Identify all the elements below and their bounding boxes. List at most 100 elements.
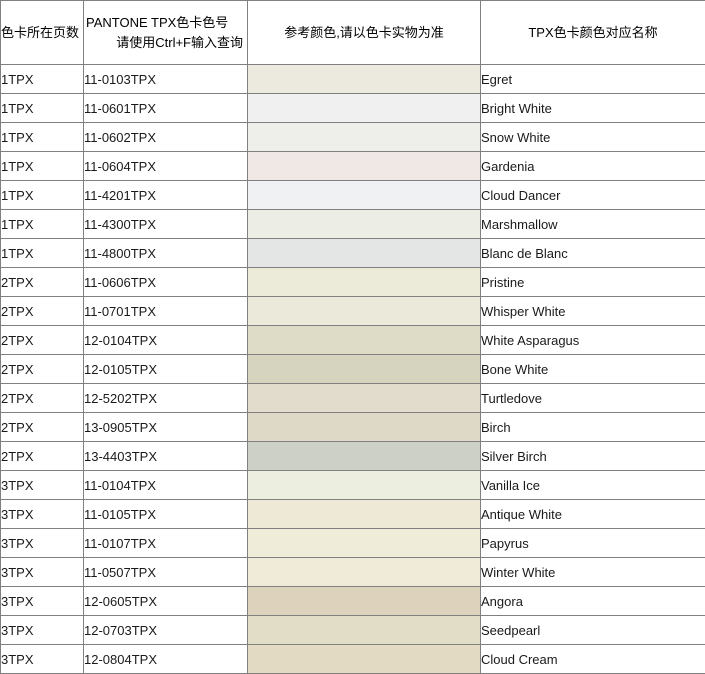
color-swatch [248,123,481,152]
color-swatch [248,558,481,587]
cell-color-name: Birch [481,413,705,442]
cell-page: 1TPX [1,239,84,268]
cell-page: 1TPX [1,65,84,94]
cell-color-code: 11-0701TPX [84,297,248,326]
color-swatch [248,471,481,500]
cell-color-name: Pristine [481,268,705,297]
color-swatch [248,587,481,616]
cell-color-code: 12-0703TPX [84,616,248,645]
cell-color-code: 11-0107TPX [84,529,248,558]
cell-page: 2TPX [1,268,84,297]
cell-color-code: 11-0604TPX [84,152,248,181]
cell-color-code: 11-0606TPX [84,268,248,297]
cell-color-name: White Asparagus [481,326,705,355]
cell-page: 2TPX [1,297,84,326]
cell-color-code: 11-0507TPX [84,558,248,587]
column-header-name: TPX色卡颜色对应名称 [481,1,705,65]
cell-page: 3TPX [1,500,84,529]
color-swatch [248,152,481,181]
cell-page: 3TPX [1,616,84,645]
color-swatch [248,616,481,645]
column-header-code-line1: PANTONE TPX色卡色号 [84,13,247,33]
cell-color-name: Antique White [481,500,705,529]
color-swatch [248,181,481,210]
cell-color-code: 12-0104TPX [84,326,248,355]
color-swatch [248,529,481,558]
cell-page: 3TPX [1,645,84,674]
cell-page: 2TPX [1,384,84,413]
cell-color-name: Whisper White [481,297,705,326]
cell-color-code: 11-0103TPX [84,65,248,94]
cell-page: 2TPX [1,442,84,471]
cell-color-code: 12-0605TPX [84,587,248,616]
cell-color-name: Papyrus [481,529,705,558]
cell-color-name: Cloud Dancer [481,181,705,210]
color-swatch [248,65,481,94]
cell-page: 2TPX [1,326,84,355]
cell-page: 3TPX [1,471,84,500]
cell-color-name: Silver Birch [481,442,705,471]
cell-color-name: Turtledove [481,384,705,413]
cell-color-code: 12-5202TPX [84,384,248,413]
cell-color-code: 13-4403TPX [84,442,248,471]
cell-color-name: Bright White [481,94,705,123]
cell-color-code: 11-4300TPX [84,210,248,239]
color-swatch [248,355,481,384]
cell-color-code: 11-4800TPX [84,239,248,268]
cell-color-name: Winter White [481,558,705,587]
column-header-code: PANTONE TPX色卡色号 请使用Ctrl+F输入查询 [84,1,248,65]
cell-page: 1TPX [1,94,84,123]
cell-page: 2TPX [1,355,84,384]
cell-color-code: 12-0804TPX [84,645,248,674]
cell-page: 1TPX [1,210,84,239]
header-row: 色卡所在页数 PANTONE TPX色卡色号 请使用Ctrl+F输入查询 参考颜… [1,1,705,65]
color-swatch [248,326,481,355]
cell-color-code: 11-0104TPX [84,471,248,500]
cell-color-name: Bone White [481,355,705,384]
cell-color-name: Vanilla Ice [481,471,705,500]
cell-color-name: Marshmallow [481,210,705,239]
color-swatch [248,268,481,297]
cell-color-name: Snow White [481,123,705,152]
cell-page: 2TPX [1,413,84,442]
cell-color-name: Egret [481,65,705,94]
cell-color-code: 11-0602TPX [84,123,248,152]
color-swatch [248,645,481,674]
column-header-code-line2: 请使用Ctrl+F输入查询 [84,33,247,53]
cell-color-code: 13-0905TPX [84,413,248,442]
column-header-page: 色卡所在页数 [1,1,84,65]
color-swatch [248,94,481,123]
cell-color-name: Blanc de Blanc [481,239,705,268]
color-swatch [248,442,481,471]
cell-color-name: Cloud Cream [481,645,705,674]
column-header-swatch: 参考颜色,请以色卡实物为准 [248,1,481,65]
cell-page: 3TPX [1,529,84,558]
cell-color-name: Gardenia [481,152,705,181]
cell-page: 3TPX [1,558,84,587]
cell-page: 3TPX [1,587,84,616]
cell-color-name: Seedpearl [481,616,705,645]
color-swatch [248,413,481,442]
cell-color-code: 11-0105TPX [84,500,248,529]
